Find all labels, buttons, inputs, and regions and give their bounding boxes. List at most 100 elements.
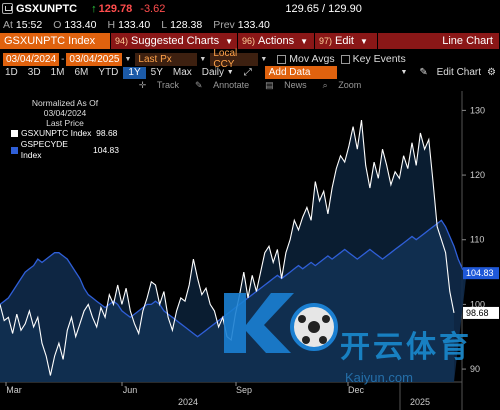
range-bar: 03/04/2024 - 03/04/2025 ▼ Last Px ▼ Loca… — [0, 48, 500, 70]
start-date-input[interactable]: 03/04/2024 — [3, 52, 60, 66]
period-button-3d[interactable]: 3D — [27, 67, 41, 78]
calendar-caret-icon[interactable]: ▼ — [124, 55, 132, 63]
edit-chart-area: ▼ ✎ Edit Chart ⚙ — [394, 67, 500, 78]
caret-down-icon: ▼ — [225, 36, 233, 46]
field-caret-icon[interactable]: ▼ — [199, 55, 207, 63]
x-year-label: 2024 — [178, 397, 198, 407]
period-button-max[interactable]: Max — [172, 67, 192, 78]
security-label: GSXUNPTC Index — [4, 35, 96, 47]
high-value: 133.40 — [118, 18, 151, 31]
last-value-badge-gsxunptc-text: 98.68 — [466, 308, 489, 318]
annotate-tool[interactable]: ✎ Annotate — [191, 80, 253, 91]
annotate-icon: ✎ — [195, 79, 203, 90]
crosshair-icon: ✛ — [138, 79, 147, 90]
period-button-6m[interactable]: 6M — [74, 67, 89, 78]
open-value: 133.40 — [64, 18, 97, 31]
up-arrow-icon: ↑ — [91, 2, 97, 15]
chart-type-label: Line Chart — [442, 35, 493, 47]
low-value: 128.38 — [170, 18, 203, 31]
menu-number: 97) — [319, 36, 333, 46]
watermark-url: Kaiyun.com — [345, 370, 413, 385]
legend-series-name: GSXUNPTC Index — [21, 128, 92, 138]
x-tick-label: Sep — [236, 385, 252, 395]
magnifier-icon: ⌕ — [322, 79, 328, 90]
last-value-badge-gspecyde-text: 104.83 — [466, 268, 494, 278]
quote-bar: GSXUNPTC ↑ 129.78 -3.62 129.65 / 129.90 — [0, 0, 500, 17]
last-price: 129.78 — [98, 2, 133, 15]
edit-chart-label: Edit Chart — [436, 67, 482, 78]
last-value-badge-gspecyde — [463, 267, 499, 280]
caret-down-icon: ▼ — [359, 36, 368, 46]
currency-caret-icon[interactable]: ▼ — [260, 55, 268, 63]
settings-icon[interactable]: ⚙ — [487, 67, 496, 78]
prev-label: Prev — [213, 18, 235, 31]
currency-value: Local CCY — [213, 48, 238, 70]
date-separator: - — [61, 53, 65, 65]
chart-type-label-box: Line Chart — [378, 33, 499, 49]
y-tick-label: 110 — [470, 235, 484, 245]
mov-avgs-checkbox[interactable] — [277, 54, 287, 64]
legend-swatch — [11, 146, 18, 154]
y-tick-label: 90 — [470, 364, 480, 374]
draw-tool-icon[interactable]: ⤢ — [243, 67, 252, 78]
end-date-value: 03/04/2025 — [69, 53, 120, 65]
track-tool[interactable]: ✛ Track — [135, 80, 183, 91]
legend-series-name: GSPECYDE Index — [20, 139, 68, 160]
price-change: -3.62 — [140, 2, 166, 15]
period-button-5y[interactable]: 5Y — [150, 67, 163, 78]
at-label: At — [3, 18, 13, 31]
period-button-1m[interactable]: 1M — [50, 67, 65, 78]
last-value-badge-gsxunptc — [463, 306, 499, 319]
chart-icon[interactable] — [2, 3, 13, 14]
x-tick-label: Mar — [6, 385, 22, 395]
x-tick-label: Jun — [123, 385, 138, 395]
chart-area[interactable]: 90 100 110 120 130 104.83 98.68 Mar Jun Sep Dec 202… — [0, 91, 500, 410]
frequency-value: Daily — [201, 67, 225, 78]
pencil-icon: ✎ — [419, 67, 428, 78]
x-tick-label: Dec — [348, 385, 365, 395]
end-date-input[interactable]: 03/04/2025 — [66, 52, 123, 66]
add-data-button[interactable]: Add Data — [264, 66, 337, 79]
ticker-symbol[interactable]: GSXUNPTC — [16, 2, 78, 15]
y-tick-label: 120 — [470, 170, 485, 180]
frequency-select[interactable]: Daily ▼ — [197, 67, 239, 79]
zoom-tool[interactable]: ⌕ Zoom — [319, 80, 366, 91]
currency-select[interactable]: Local CCY — [210, 48, 259, 70]
field-select[interactable]: Last Px — [135, 52, 198, 66]
legend-field: Last Price — [46, 118, 84, 128]
legend-entry-gspecyde[interactable]: GSPECYDE Index 104.83 — [11, 139, 119, 161]
edit-menu[interactable]: 97) Edit ▼ — [315, 33, 377, 49]
track-label: Track — [156, 79, 179, 90]
news-tool[interactable]: ▤ News — [261, 80, 311, 91]
caret-down-icon: ▼ — [300, 36, 309, 46]
actions-menu[interactable]: 96) Actions ▼ — [238, 33, 314, 49]
watermark-text: 开云体育 — [340, 331, 472, 364]
period-button-1d[interactable]: 1D — [5, 67, 18, 78]
zoom-label: Zoom — [338, 79, 362, 90]
x-year-label: 2025 — [410, 397, 430, 407]
prev-value: 133.40 — [237, 18, 270, 31]
period-bar: 1D 3D 1M 6M YTD 1Y 5Y Max Daily ▼ ⤢ Add … — [0, 66, 500, 79]
bid-ask: 129.65 / 129.90 — [285, 2, 362, 15]
menu-number: 96) — [242, 36, 256, 46]
add-data-label: Add Data — [268, 67, 311, 78]
tool-bar: ✛ Track ✎ Annotate ▤ News ⌕ Zoom — [0, 79, 500, 91]
at-time: 15:52 — [15, 18, 43, 31]
news-icon: ▤ — [265, 79, 274, 90]
annotate-label: Annotate — [213, 79, 250, 90]
edit-chart-button[interactable]: ✎ Edit Chart — [413, 67, 481, 78]
legend-swatch — [11, 130, 18, 137]
suggested-charts-menu[interactable]: 94) Suggested Charts ▼ — [111, 33, 237, 49]
legend-normalized: Normalized As Of 03/04/2024 — [31, 98, 99, 118]
legend-entry-gsxunptc[interactable]: GSXUNPTC Index 98.68 — [11, 128, 119, 139]
chart-legend: Normalized As Of 03/04/2024 Last Price G… — [8, 96, 122, 163]
news-label: News — [284, 79, 307, 90]
key-events-label: Key Events — [352, 53, 406, 65]
legend-series-value: 104.83 — [93, 144, 119, 155]
period-button-1y[interactable]: 1Y — [123, 66, 146, 79]
caret-down-icon: ▼ — [226, 69, 234, 76]
period-button-ytd[interactable]: YTD — [98, 67, 119, 78]
security-field[interactable]: GSXUNPTC Index — [0, 33, 110, 49]
key-events-checkbox[interactable] — [340, 54, 350, 64]
chart-svg: 90 100 110 120 130 104.83 98.68 Mar Jun Sep Dec 202… — [0, 91, 499, 410]
